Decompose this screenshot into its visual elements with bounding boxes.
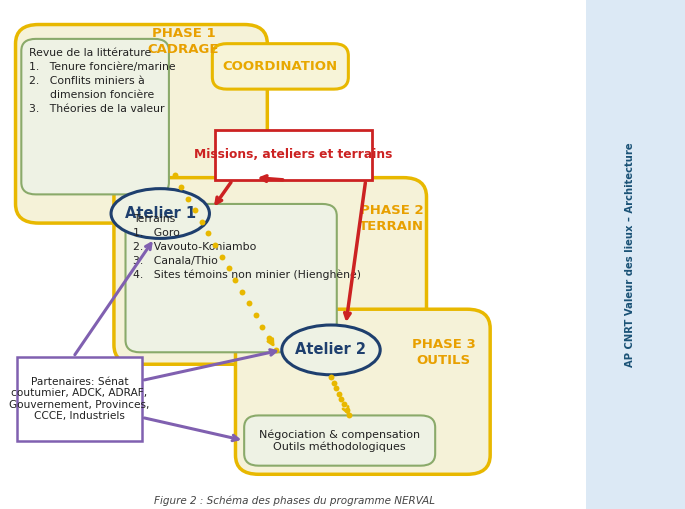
Text: Terrains
1.   Goro
2.   Vavouto-Koniambo
3.   Canala/Thio
4.   Sites témoins non: Terrains 1. Goro 2. Vavouto-Koniambo 3. … xyxy=(133,214,361,280)
Ellipse shape xyxy=(111,189,210,238)
Point xyxy=(230,276,241,284)
Point xyxy=(250,311,261,319)
Point xyxy=(264,334,275,343)
Bar xyxy=(17,357,142,441)
Point xyxy=(344,411,355,419)
Point xyxy=(331,384,342,392)
FancyBboxPatch shape xyxy=(16,24,267,223)
Point xyxy=(216,252,227,261)
FancyBboxPatch shape xyxy=(212,44,349,89)
Text: AP CNRT Valeur des lieux – Architecture: AP CNRT Valeur des lieux – Architecture xyxy=(625,142,636,367)
Point xyxy=(271,346,282,354)
Text: Missions, ateliers et terrains: Missions, ateliers et terrains xyxy=(194,149,393,161)
Point xyxy=(334,389,345,398)
Point xyxy=(223,264,234,272)
Text: Partenaires: Sénat
coutumier, ADCK, ADRAF,
Gouvernement, Provinces,
CCCE, Indust: Partenaires: Sénat coutumier, ADCK, ADRA… xyxy=(10,377,150,421)
FancyBboxPatch shape xyxy=(586,0,685,509)
Point xyxy=(169,171,180,179)
Point xyxy=(341,406,352,414)
Point xyxy=(237,288,248,296)
Point xyxy=(190,206,201,214)
Text: Négociation & compensation
Outils méthodologiques: Négociation & compensation Outils méthod… xyxy=(259,429,420,452)
FancyBboxPatch shape xyxy=(125,204,337,352)
Point xyxy=(176,183,187,191)
Text: Atelier 1: Atelier 1 xyxy=(125,206,196,221)
Text: PHASE 3
OUTILS: PHASE 3 OUTILS xyxy=(412,338,476,367)
Point xyxy=(210,241,221,249)
Text: Atelier 2: Atelier 2 xyxy=(295,343,366,357)
Point xyxy=(328,379,339,387)
Point xyxy=(325,373,336,381)
Text: COORDINATION: COORDINATION xyxy=(223,60,338,73)
Text: PHASE 2
TERRAIN: PHASE 2 TERRAIN xyxy=(359,204,424,233)
Point xyxy=(257,323,268,331)
Point xyxy=(183,194,194,203)
Text: PHASE 1
CADRAGE: PHASE 1 CADRAGE xyxy=(148,27,219,56)
Point xyxy=(203,230,214,238)
Ellipse shape xyxy=(282,325,380,375)
Point xyxy=(336,395,347,403)
Point xyxy=(243,299,254,307)
FancyBboxPatch shape xyxy=(114,178,427,364)
Bar xyxy=(215,130,371,180)
Point xyxy=(196,218,207,226)
FancyBboxPatch shape xyxy=(236,309,490,474)
FancyBboxPatch shape xyxy=(21,39,169,194)
FancyBboxPatch shape xyxy=(244,415,435,466)
Text: Figure 2 : Schéma des phases du programme NERVAL: Figure 2 : Schéma des phases du programm… xyxy=(154,496,435,506)
Point xyxy=(338,401,349,409)
Text: Revue de la littérature
1.   Tenure foncière/marine
2.   Conflits miniers à
    : Revue de la littérature 1. Tenure fonciè… xyxy=(29,48,175,115)
